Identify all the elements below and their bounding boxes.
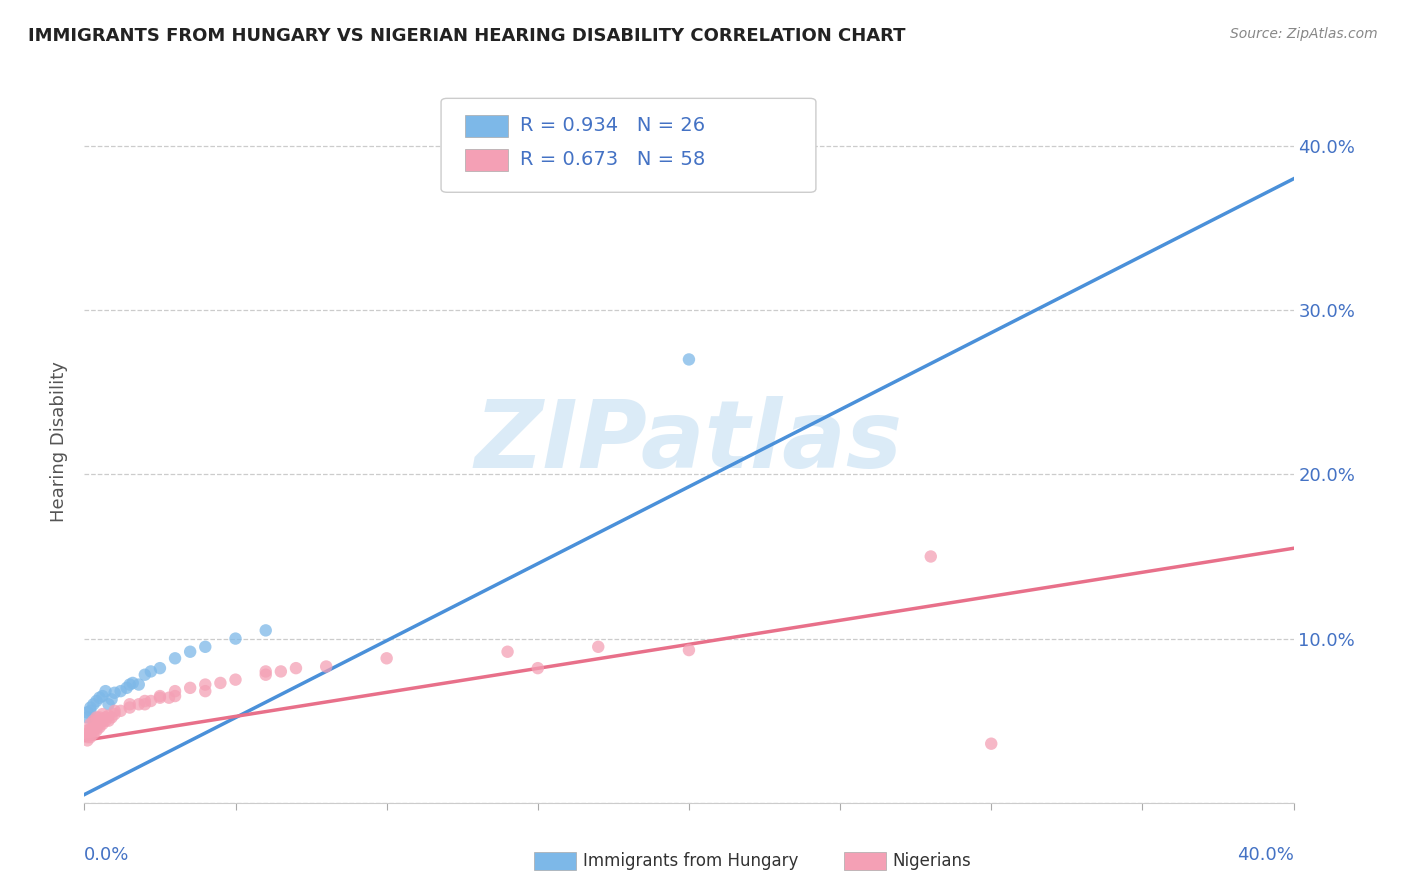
Point bbox=[86, 710, 108, 724]
Point bbox=[496, 645, 519, 659]
Point bbox=[100, 692, 122, 706]
Point bbox=[79, 722, 101, 736]
Point bbox=[165, 684, 187, 698]
Text: Nigerians: Nigerians bbox=[893, 852, 972, 870]
FancyBboxPatch shape bbox=[441, 98, 815, 193]
Point bbox=[94, 710, 117, 724]
Point bbox=[149, 661, 172, 675]
Point bbox=[89, 690, 111, 705]
Point bbox=[110, 684, 132, 698]
Point bbox=[121, 676, 143, 690]
Point bbox=[118, 698, 141, 712]
Point bbox=[82, 727, 104, 741]
Point bbox=[89, 720, 111, 734]
Point bbox=[254, 667, 277, 681]
Point bbox=[254, 665, 277, 679]
Point bbox=[94, 714, 117, 728]
Point bbox=[97, 708, 120, 723]
Point bbox=[82, 714, 104, 728]
Point bbox=[157, 690, 180, 705]
Point bbox=[91, 689, 114, 703]
Point bbox=[79, 730, 101, 744]
Point bbox=[134, 698, 156, 712]
Point bbox=[82, 723, 104, 738]
Point bbox=[980, 737, 1002, 751]
Y-axis label: Hearing Disability: Hearing Disability bbox=[51, 361, 69, 522]
Point bbox=[76, 733, 98, 747]
Point bbox=[91, 714, 114, 728]
Point bbox=[920, 549, 942, 564]
Point bbox=[128, 698, 150, 712]
Point bbox=[79, 727, 101, 741]
Point bbox=[76, 710, 98, 724]
Point bbox=[209, 676, 232, 690]
Point bbox=[134, 667, 156, 681]
Text: ZIPatlas: ZIPatlas bbox=[475, 395, 903, 488]
Point bbox=[76, 730, 98, 744]
Point bbox=[678, 643, 700, 657]
Point bbox=[104, 704, 127, 718]
Text: 40.0%: 40.0% bbox=[1237, 847, 1294, 864]
Point bbox=[86, 723, 108, 738]
Point bbox=[104, 686, 127, 700]
Point bbox=[149, 690, 172, 705]
Point bbox=[588, 640, 610, 654]
Point bbox=[194, 640, 217, 654]
Point bbox=[678, 352, 700, 367]
Point bbox=[82, 698, 104, 712]
Point bbox=[165, 651, 187, 665]
Point bbox=[165, 689, 187, 703]
Point bbox=[79, 700, 101, 714]
Text: R = 0.673   N = 58: R = 0.673 N = 58 bbox=[520, 150, 704, 169]
Point bbox=[76, 723, 98, 738]
Text: IMMIGRANTS FROM HUNGARY VS NIGERIAN HEARING DISABILITY CORRELATION CHART: IMMIGRANTS FROM HUNGARY VS NIGERIAN HEAR… bbox=[28, 27, 905, 45]
Point bbox=[134, 694, 156, 708]
Point bbox=[89, 710, 111, 724]
Point bbox=[139, 665, 162, 679]
Point bbox=[104, 707, 127, 722]
FancyBboxPatch shape bbox=[465, 115, 508, 136]
Text: 0.0%: 0.0% bbox=[84, 847, 129, 864]
Point bbox=[97, 714, 120, 728]
Point bbox=[194, 684, 217, 698]
Point bbox=[82, 720, 104, 734]
Point bbox=[149, 689, 172, 703]
Point bbox=[79, 704, 101, 718]
Point bbox=[225, 673, 247, 687]
Point bbox=[94, 684, 117, 698]
Point bbox=[100, 710, 122, 724]
Text: Source: ZipAtlas.com: Source: ZipAtlas.com bbox=[1230, 27, 1378, 41]
Text: R = 0.934   N = 26: R = 0.934 N = 26 bbox=[520, 116, 704, 136]
Point bbox=[225, 632, 247, 646]
Point bbox=[115, 681, 138, 695]
Point bbox=[76, 727, 98, 741]
Point bbox=[194, 677, 217, 691]
Point bbox=[179, 645, 201, 659]
Point bbox=[76, 706, 98, 720]
Point bbox=[128, 677, 150, 691]
Point bbox=[89, 717, 111, 731]
Point bbox=[79, 717, 101, 731]
Point bbox=[91, 717, 114, 731]
Point bbox=[86, 694, 108, 708]
Point bbox=[97, 698, 120, 712]
Point bbox=[118, 700, 141, 714]
Point bbox=[86, 714, 108, 728]
Point bbox=[179, 681, 201, 695]
Point bbox=[270, 665, 292, 679]
Point bbox=[375, 651, 398, 665]
FancyBboxPatch shape bbox=[465, 149, 508, 170]
Point bbox=[139, 694, 162, 708]
Point bbox=[86, 720, 108, 734]
Point bbox=[254, 624, 277, 638]
Point bbox=[315, 659, 337, 673]
Text: Immigrants from Hungary: Immigrants from Hungary bbox=[583, 852, 799, 870]
Point bbox=[91, 707, 114, 722]
Point bbox=[527, 661, 550, 675]
Point bbox=[110, 704, 132, 718]
Point bbox=[118, 677, 141, 691]
Point bbox=[285, 661, 308, 675]
